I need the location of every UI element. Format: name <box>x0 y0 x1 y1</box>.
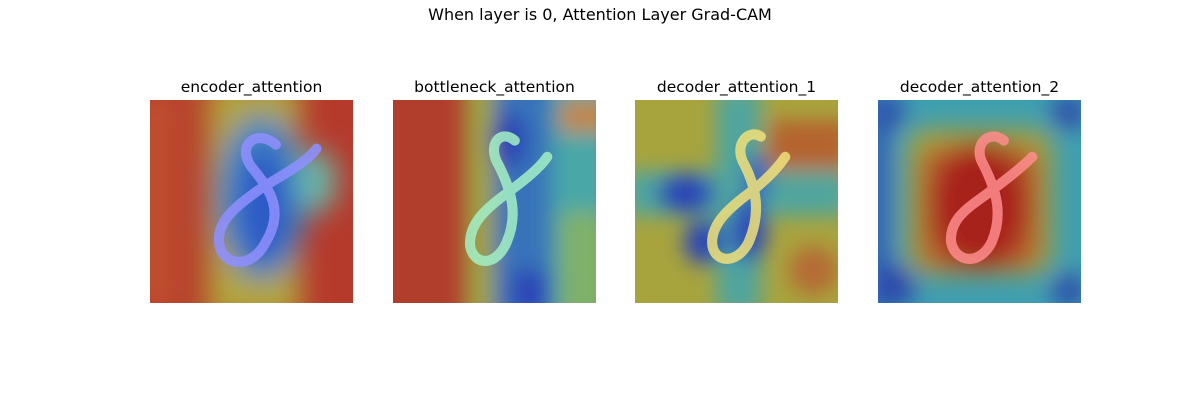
panel-title-bottleneck-attention: bottleneck_attention <box>414 78 575 96</box>
panel-title-decoder-attention-2: decoder_attention_2 <box>899 78 1060 96</box>
heatmap-encoder-attention <box>150 100 353 303</box>
heatmap-decoder-attention-1 <box>635 100 838 303</box>
digit-8-overlay <box>213 133 322 267</box>
figure-title: When layer is 0, Attention Layer Grad-CA… <box>428 5 772 24</box>
heatmap-bottleneck-attention <box>393 100 596 303</box>
digit-8-overlay <box>946 131 1038 264</box>
digit-8-overlay <box>465 131 553 266</box>
panel-title-decoder-attention-1: decoder_attention_1 <box>656 78 817 96</box>
panel-title-encoder-attention: encoder_attention <box>180 78 323 96</box>
digit-8-overlay <box>707 129 791 264</box>
heatmap-decoder-attention-2 <box>878 100 1081 303</box>
